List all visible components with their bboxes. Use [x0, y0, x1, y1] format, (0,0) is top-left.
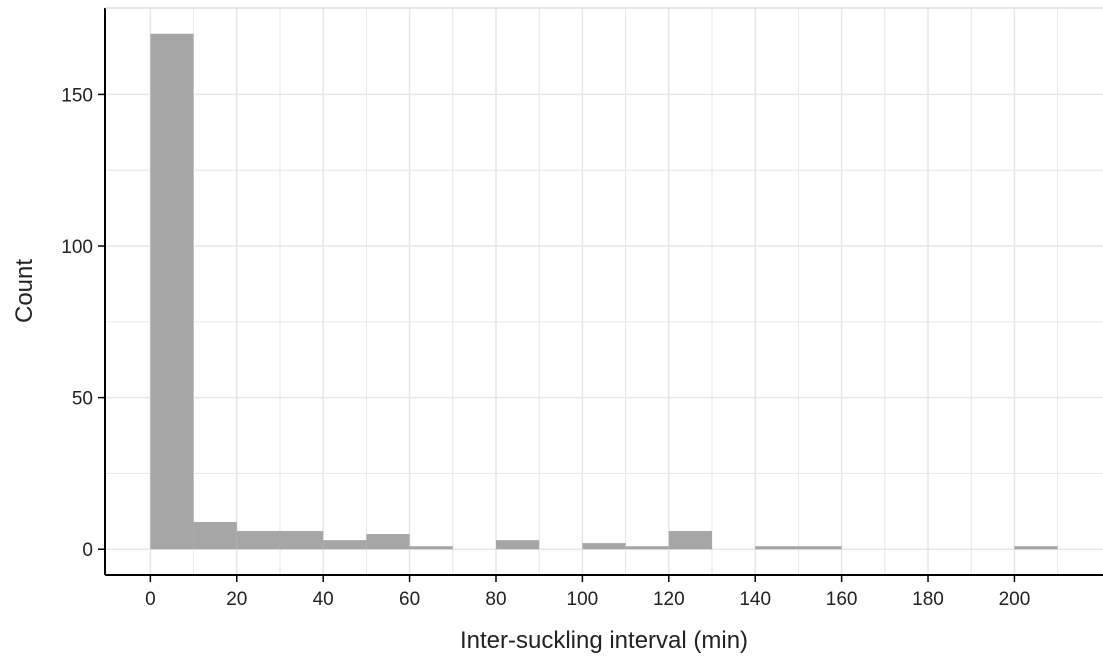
x-tick-label: 120	[653, 589, 685, 610]
x-axis-title: Inter-suckling interval (min)	[460, 627, 748, 654]
x-tick-label: 60	[399, 589, 420, 610]
histogram-bar	[366, 534, 410, 550]
x-tick-label: 140	[739, 589, 771, 610]
x-tick-label: 80	[485, 589, 506, 610]
x-tick-label: 20	[226, 589, 247, 610]
x-tick-label: 200	[999, 589, 1031, 610]
bars	[150, 33, 1058, 550]
histogram-bar	[236, 531, 280, 550]
y-tick-label: 50	[72, 389, 93, 410]
y-tick-label: 150	[61, 85, 93, 106]
histogram-bar	[279, 531, 324, 550]
histogram-bar	[582, 543, 626, 550]
histogram-bar	[625, 546, 669, 550]
histogram-bar	[668, 531, 713, 550]
grid-lines	[105, 8, 1103, 575]
histogram-bar	[193, 521, 237, 550]
ticks: 0 20 40 60 80 100 120 140 160 180 200 0 50 100 150	[61, 85, 1030, 610]
histogram-bar	[323, 540, 367, 550]
x-tick-label: 180	[912, 589, 944, 610]
histogram-bar	[1014, 546, 1058, 550]
histogram-bar	[409, 546, 453, 550]
y-tick-label: 0	[82, 540, 93, 561]
histogram-bar	[798, 546, 842, 550]
y-tick-label: 100	[61, 237, 93, 258]
x-tick-label: 40	[313, 589, 334, 610]
x-tick-label: 0	[145, 589, 156, 610]
axes	[104, 7, 1103, 576]
y-axis-title: Count	[11, 259, 38, 323]
histogram-bar	[495, 540, 540, 550]
x-tick-label: 160	[826, 589, 858, 610]
x-tick-label: 100	[567, 589, 599, 610]
histogram-bar	[150, 33, 194, 550]
histogram-bar	[755, 546, 799, 550]
